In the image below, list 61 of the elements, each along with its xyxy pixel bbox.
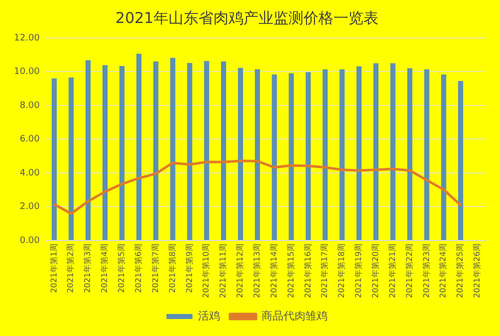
x-tick-label: 2021年第8周: [168, 243, 177, 293]
x-tick-label: 2021年第7周: [150, 243, 160, 293]
bar: [136, 54, 142, 240]
x-tick-label: 2021年第1周: [49, 243, 58, 293]
bar: [424, 69, 430, 240]
x-tick-label: 2021年第26周: [472, 243, 482, 298]
bar: [340, 69, 345, 240]
y-tick-label: 6.00: [20, 134, 40, 145]
bar: [322, 69, 328, 240]
x-tick-label: 2021年第22周: [404, 243, 414, 298]
bar: [119, 66, 124, 240]
y-tick-label: 0.00: [20, 236, 40, 246]
x-tick-label: 2021年第11周: [218, 243, 228, 298]
bar: [356, 66, 362, 240]
bar: [86, 60, 91, 240]
bar: [238, 68, 244, 240]
bar: [390, 63, 396, 240]
x-tick-label: 2021年第19周: [354, 243, 364, 298]
bar: [221, 61, 226, 240]
x-tick-label: 2021年第25周: [456, 243, 465, 298]
y-tick-label: 10.00: [14, 67, 40, 78]
x-tick-label: 2021年第15周: [286, 243, 296, 298]
x-tick-label: 2021年第13周: [252, 243, 262, 298]
bar: [272, 74, 277, 240]
legend-label: 活鸡: [198, 309, 220, 322]
x-tick-label: 2021年第9周: [184, 243, 194, 293]
x-tick-label: 2021年第5周: [117, 243, 126, 293]
x-tick-label: 2021年第10周: [202, 243, 211, 298]
y-tick-label: 8.00: [20, 100, 40, 111]
bar: [153, 61, 158, 240]
x-tick-label: 2021年第23周: [422, 243, 431, 298]
bar: [373, 63, 378, 240]
bar: [441, 74, 446, 240]
y-tick-label: 2.00: [20, 202, 40, 212]
bar: [52, 78, 57, 240]
x-tick-label: 2021年第3周: [83, 243, 92, 293]
x-tick-label: 2021年第14周: [269, 243, 278, 298]
x-tick-label: 2021年第20周: [371, 243, 380, 298]
x-tick-label: 2021年第18周: [337, 243, 346, 298]
x-tick-label: 2021年第16周: [303, 243, 312, 298]
bar: [204, 60, 210, 240]
x-tick-label: 2021年第24周: [438, 243, 448, 298]
legend-label: 商品代肉雏鸡: [262, 309, 328, 322]
bar: [407, 68, 412, 240]
bar: [306, 72, 311, 240]
bar: [187, 62, 192, 240]
x-tick-label: 2021年第21周: [388, 243, 397, 298]
bar: [458, 81, 464, 240]
x-tick-label: 2021年第17周: [320, 243, 330, 298]
bar: [288, 73, 294, 240]
x-tick-label: 2021年第6周: [134, 243, 143, 293]
bar: [254, 69, 260, 240]
bar: [68, 77, 74, 240]
y-tick-label: 12.00: [14, 33, 40, 44]
bar: [102, 65, 108, 240]
bar: [170, 58, 176, 240]
y-tick-label: 4.00: [20, 168, 40, 178]
x-tick-label: 2021年第4周: [100, 243, 110, 293]
chart-title: 2021年山东省肉鸡产业监测价格一览表: [115, 8, 379, 27]
x-tick-label: 2021年第2周: [66, 243, 76, 293]
x-tick-label: 2021年第12周: [236, 243, 245, 298]
